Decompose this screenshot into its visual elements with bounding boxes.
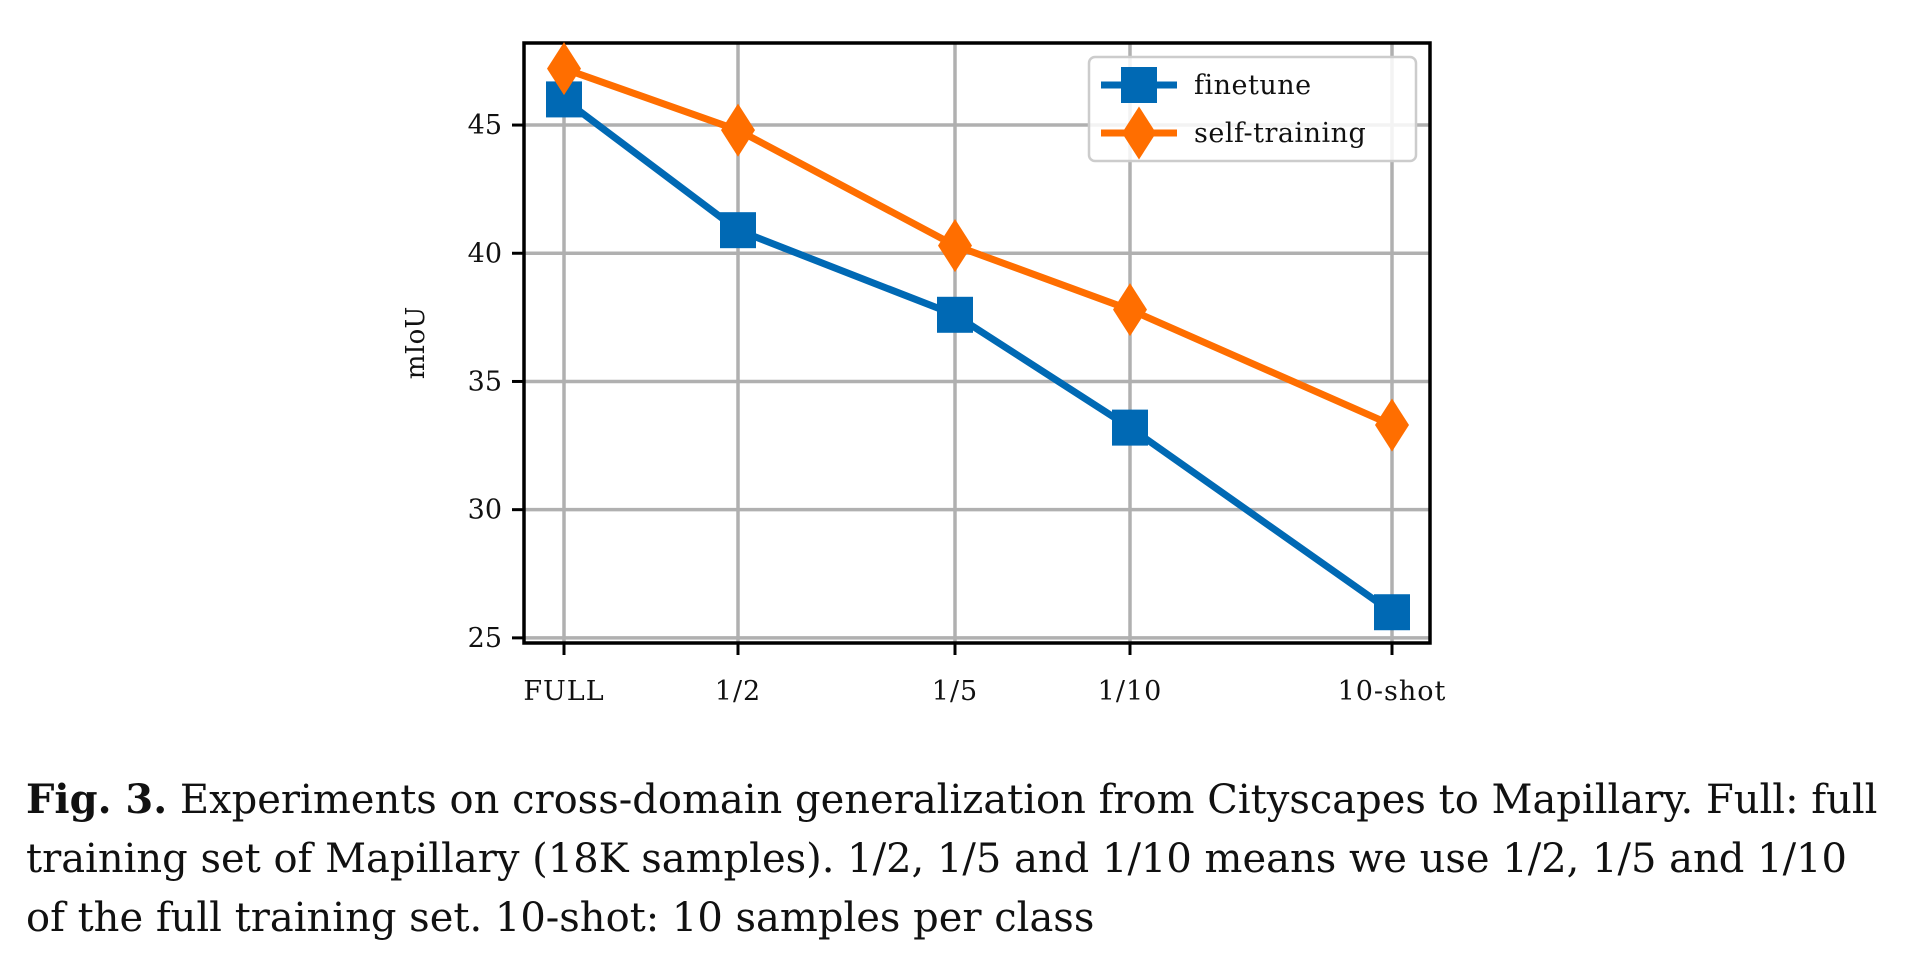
diamond-marker <box>1375 398 1409 452</box>
square-marker <box>937 296 973 333</box>
line-chart: FULL 1/2 1/5 1/10 10-shot 25 30 35 40 45 mIoU fin… <box>401 41 1447 707</box>
figure-caption: Fig. 3. Experiments on cross-domain gene… <box>26 770 1896 948</box>
series-markers <box>546 42 1410 631</box>
diamond-marker <box>547 42 581 96</box>
y-axis-label: mIoU <box>401 307 431 380</box>
square-marker <box>1374 594 1410 631</box>
y-tick-label: 30 <box>468 495 502 526</box>
y-tick-label: 35 <box>468 366 502 397</box>
plot-frame <box>522 41 1432 645</box>
legend-label: self-training <box>1194 118 1366 149</box>
diamond-marker <box>938 219 972 273</box>
legend-label: finetune <box>1194 70 1312 101</box>
y-tick-label: 25 <box>468 623 502 654</box>
y-tick-label: 40 <box>468 238 502 269</box>
diamond-marker <box>1113 283 1147 337</box>
x-tick-label: 1/10 <box>1098 676 1163 707</box>
diamond-marker <box>1122 106 1156 160</box>
square-marker <box>1121 67 1157 103</box>
square-marker <box>1112 409 1148 446</box>
legend: finetune self-training <box>1087 55 1418 163</box>
y-tick-label: 45 <box>468 110 502 141</box>
caption-label: Fig. 3. <box>26 776 168 823</box>
x-tick-label: 1/2 <box>715 676 761 707</box>
axis-ticks: FULL 1/2 1/5 1/10 10-shot 25 30 35 40 45 <box>468 110 1447 707</box>
x-tick-label: 1/5 <box>932 676 978 707</box>
square-marker <box>720 212 756 249</box>
x-tick-label: 10-shot <box>1338 676 1447 707</box>
diamond-marker <box>721 103 755 157</box>
caption-text: Experiments on cross-domain generalizati… <box>26 777 1878 941</box>
x-tick-label: FULL <box>523 676 604 707</box>
